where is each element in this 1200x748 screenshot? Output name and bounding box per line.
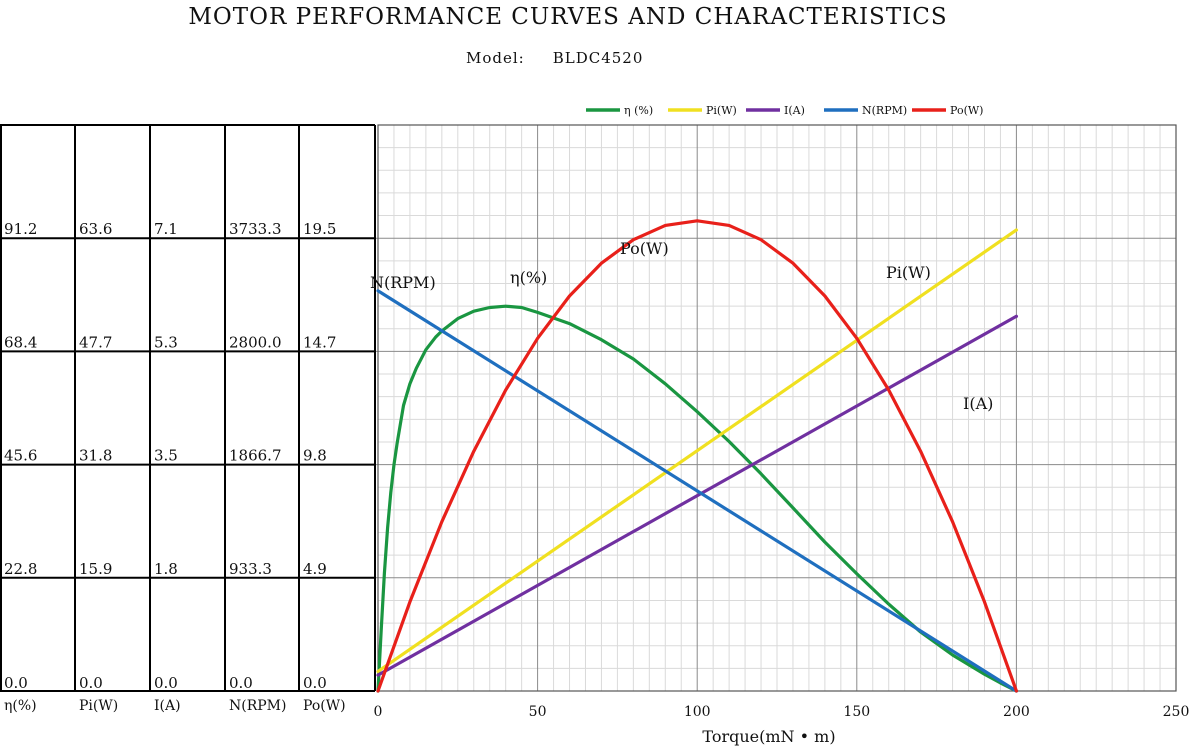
x-tick-label: 250 — [1163, 704, 1190, 720]
legend-label: I(A) — [784, 104, 805, 117]
table-value: 47.7 — [79, 333, 112, 351]
x-tick-label: 50 — [529, 704, 547, 720]
table-value: 15.9 — [79, 560, 112, 578]
table-value: 0.0 — [79, 674, 103, 692]
table-value: 0.0 — [303, 674, 327, 692]
table-column-header: η(%) — [4, 698, 37, 714]
x-tick-label: 100 — [684, 704, 711, 720]
curve-label: Po(W) — [620, 239, 669, 258]
series-line-piw — [376, 228, 1019, 674]
page-title: MOTOR PERFORMANCE CURVES AND CHARACTERIS… — [188, 4, 948, 30]
x-axis-label: Torque(mN • m) — [702, 727, 835, 746]
table-value: 3.5 — [154, 447, 178, 465]
plot-border — [377, 124, 1177, 692]
curve-label: η(%) — [510, 268, 547, 287]
model-line: Model: BLDC4520 — [466, 49, 643, 67]
legend-label: Po(W) — [950, 104, 983, 117]
legend-label: Pi(W) — [706, 104, 737, 117]
table-value: 933.3 — [229, 560, 272, 578]
table-column-header: Pi(W) — [79, 698, 118, 714]
x-tick-label: 0 — [374, 704, 383, 720]
table-value: 19.5 — [303, 220, 336, 238]
table-value: 91.2 — [4, 220, 37, 238]
table-value: 0.0 — [229, 674, 253, 692]
x-tick-label: 200 — [1003, 704, 1030, 720]
legend-label: η (%) — [624, 104, 653, 117]
x-tick-label: 150 — [843, 704, 870, 720]
curve-label: Pi(W) — [886, 263, 931, 282]
table-value: 63.6 — [79, 220, 112, 238]
model-label: Model: — [466, 49, 525, 67]
legend-label: N(RPM) — [862, 104, 907, 117]
series-line-nrpm — [376, 289, 1019, 693]
table-value: 68.4 — [4, 333, 37, 351]
table-value: 9.8 — [303, 447, 327, 465]
table-value: 7.1 — [154, 220, 178, 238]
table-value: 3733.3 — [229, 220, 282, 238]
series-line-ia — [376, 314, 1019, 677]
curve-label: N(RPM) — [370, 273, 436, 292]
table-value: 0.0 — [4, 674, 28, 692]
curve-label: I(A) — [963, 394, 993, 413]
table-value: 2800.0 — [229, 333, 282, 351]
table-value: 1.8 — [154, 560, 178, 578]
table-value: 31.8 — [79, 447, 112, 465]
series-line-pow — [376, 219, 1019, 693]
table-value: 45.6 — [4, 447, 37, 465]
table-column-header: Po(W) — [303, 698, 346, 714]
table-value: 5.3 — [154, 333, 178, 351]
table-value: 4.9 — [303, 560, 327, 578]
table-value: 14.7 — [303, 333, 336, 351]
table-value: 22.8 — [4, 560, 37, 578]
series-line-eta — [376, 304, 1019, 693]
table-column-header: I(A) — [154, 698, 181, 714]
table-value: 0.0 — [154, 674, 178, 692]
table-column-header: N(RPM) — [229, 698, 286, 714]
model-value: BLDC4520 — [552, 49, 644, 67]
table-value: 1866.7 — [229, 447, 282, 465]
